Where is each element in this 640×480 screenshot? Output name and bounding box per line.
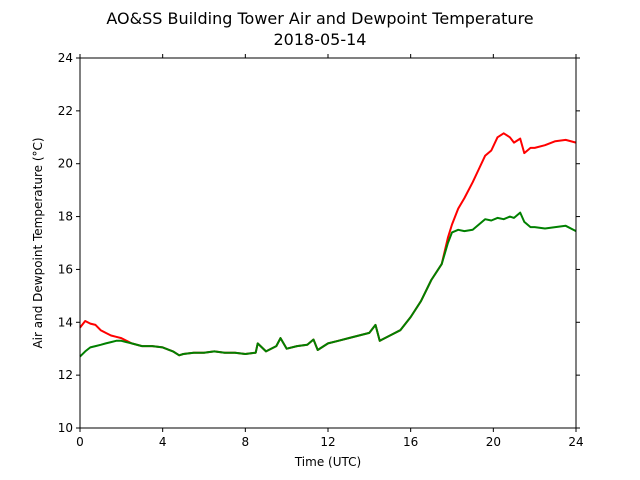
series-layer	[79, 132, 577, 358]
tick-layer: 0 4 8 12 16 20 24 10 12 14 16 18 20 22 24	[58, 51, 584, 449]
y-tick-label: 22	[58, 104, 73, 118]
x-tick-label: 8	[242, 435, 250, 449]
y-tick-label: 16	[58, 262, 73, 276]
x-tick-label: 4	[159, 435, 167, 449]
x-axis-label: Time (UTC)	[294, 455, 361, 469]
x-tick-label: 16	[403, 435, 418, 449]
plot-frame	[79, 57, 577, 429]
x-tick-label: 12	[320, 435, 335, 449]
x-tick-label: 20	[486, 435, 501, 449]
chart-title: AO&SS Building Tower Air and Dewpoint Te…	[106, 9, 533, 28]
y-tick-label: 18	[58, 210, 73, 224]
dewpoint-temperature-line	[79, 211, 577, 358]
y-tick-label: 10	[58, 421, 73, 435]
x-tick-label: 0	[76, 435, 84, 449]
y-tick-label: 14	[58, 315, 73, 329]
chart-subtitle: 2018-05-14	[274, 30, 367, 49]
x-tick-label: 24	[568, 435, 583, 449]
air-temperature-line	[79, 132, 577, 357]
y-tick-label: 20	[58, 157, 73, 171]
y-tick-label: 24	[58, 51, 73, 65]
y-tick-label: 12	[58, 368, 73, 382]
y-axis-label: Air and Dewpoint Temperature (°C)	[31, 137, 45, 348]
